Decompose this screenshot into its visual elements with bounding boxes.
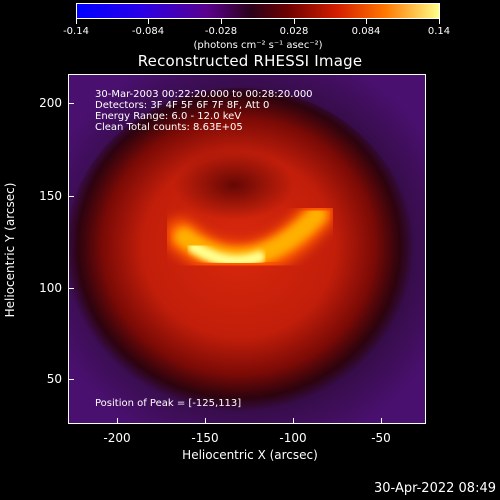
y-tick-label: 200 [39, 96, 62, 110]
info-total-counts: Clean Total counts: 8.63E+05 [95, 122, 243, 133]
colorbar-tick [366, 19, 367, 24]
y-tick [68, 288, 74, 289]
colorbar-label: -0.084 [131, 26, 165, 37]
y-tick-label: 100 [39, 281, 62, 295]
y-tick-label: 150 [39, 189, 62, 203]
colorbar-label: -0.14 [63, 26, 89, 37]
rhessi-image: 30-Mar-2003 00:22:20.000 to 00:28:20.000… [68, 74, 426, 424]
x-tick [381, 418, 382, 424]
y-tick-label: 50 [46, 372, 62, 386]
y-tick [68, 196, 74, 197]
timestamp: 30-Apr-2022 08:49 [374, 481, 496, 496]
colorbar-label: -0.028 [204, 26, 238, 37]
x-tick [293, 418, 294, 424]
colorbar-label: 0.14 [427, 26, 451, 37]
y-axis-title: Heliocentric Y (arcsec) [3, 182, 17, 318]
x-tick-label: -50 [371, 431, 391, 445]
x-tick-label: -100 [279, 431, 307, 445]
colorbar-tick [221, 19, 222, 24]
dark-region [174, 150, 294, 220]
y-tick [68, 379, 74, 380]
colorbar-tick [294, 19, 295, 24]
info-energy-range: Energy Range: 6.0 - 12.0 keV [95, 111, 242, 122]
info-detectors: Detectors: 3F 4F 5F 6F 7F 8F, Att 0 [95, 100, 270, 111]
solar-flare-image [69, 75, 425, 423]
colorbar-tick [76, 19, 77, 24]
y-tick [68, 103, 74, 104]
colorbar-tick [439, 19, 440, 24]
info-time-range: 30-Mar-2003 00:22:20.000 to 00:28:20.000 [95, 89, 313, 100]
colorbar-label: 0.028 [279, 26, 309, 37]
plot-title: Reconstructed RHESSI Image [137, 52, 363, 70]
x-tick [117, 418, 118, 424]
x-tick-label: -150 [191, 431, 219, 445]
flare-peak [188, 241, 265, 268]
colorbar [76, 3, 440, 19]
peak-position: Position of Peak = [-125,113] [95, 398, 242, 409]
colorbar-tick [148, 19, 149, 24]
x-tick [205, 418, 206, 424]
colorbar-units: (photons cm⁻² s⁻¹ asec⁻²) [193, 40, 323, 51]
colorbar-label: 0.084 [351, 26, 381, 37]
x-axis-title: Heliocentric X (arcsec) [182, 448, 318, 462]
x-tick-label: -200 [103, 431, 131, 445]
